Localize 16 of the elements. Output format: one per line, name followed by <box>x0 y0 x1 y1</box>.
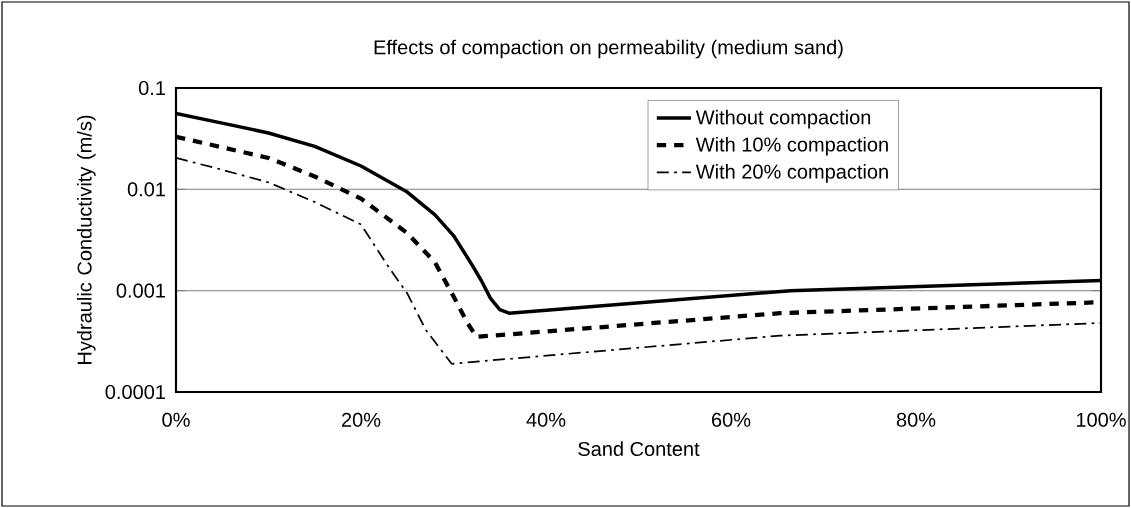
x-tick-label: 60% <box>712 412 751 427</box>
chart-title: Effects of compaction on permeability (medium sand) <box>374 39 843 59</box>
x-tick-label: 20% <box>341 412 381 427</box>
x-tick-label: 80% <box>896 412 936 427</box>
y-tick-label: 0.1 <box>138 80 165 96</box>
x-axis-title: Sand Content <box>578 441 700 457</box>
x-tick-label: 40% <box>526 412 566 427</box>
y-axis-title: Hydraulic Conductivity (m/s) <box>76 115 96 364</box>
legend-label: With 10% compaction <box>695 136 888 156</box>
legend-label: With 20% compaction <box>695 164 888 183</box>
x-tick-label: 0% <box>162 412 190 427</box>
legend-label: Without compaction <box>695 109 871 129</box>
x-tick-label: 100% <box>1076 412 1126 427</box>
y-tick-label: 0.001 <box>116 283 165 298</box>
y-tick-label: 0.0001 <box>105 384 165 400</box>
y-tick-label: 0.01 <box>127 182 165 197</box>
